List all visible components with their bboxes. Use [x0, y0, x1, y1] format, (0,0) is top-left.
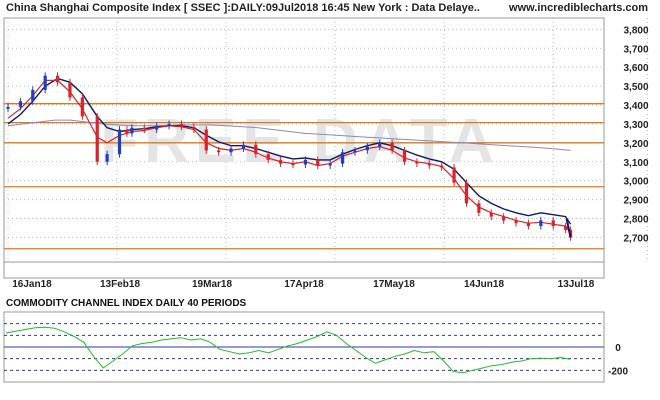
- y-tick-label: 3,400: [623, 101, 648, 112]
- candle-body: [117, 129, 122, 155]
- candle-body: [254, 144, 258, 155]
- candle-body: [539, 220, 543, 227]
- candle-body: [155, 125, 159, 130]
- y-tick-label: 2,800: [623, 214, 648, 225]
- candle-body: [353, 150, 357, 153]
- candle-body: [55, 75, 60, 83]
- candle-body: [402, 150, 407, 162]
- candle-body: [477, 203, 481, 213]
- candle-body: [452, 167, 456, 183]
- y-tick-label: 3,200: [623, 139, 648, 150]
- candle-body: [43, 75, 47, 90]
- y-tick-label: 2,900: [623, 196, 648, 207]
- candle-body: [303, 159, 307, 165]
- candle-body: [279, 159, 283, 164]
- last-bar-marker: [565, 218, 572, 238]
- candle-body: [266, 154, 270, 160]
- chart-title: China Shanghai Composite Index [ SSEC ]:…: [6, 2, 480, 14]
- y-tick-label: 3,500: [623, 82, 648, 93]
- candle-body: [378, 142, 382, 147]
- candle-body: [365, 146, 369, 151]
- candle-body: [80, 97, 84, 117]
- x-tick-label: 14Jun18: [464, 279, 504, 290]
- x-tick-label: 17May18: [373, 279, 415, 290]
- y-tick-label: 3,700: [623, 44, 648, 55]
- x-tick-label: 17Apr18: [284, 279, 324, 290]
- y-tick-label: 3,300: [623, 120, 648, 131]
- ma-short-line: [7, 79, 572, 234]
- site-label[interactable]: www.incrediblecharts.com: [509, 2, 648, 14]
- candle-body: [489, 212, 493, 217]
- candle-body: [130, 127, 134, 134]
- candle-body: [241, 144, 246, 149]
- candle-body: [95, 116, 99, 162]
- candle-body: [502, 216, 506, 221]
- y-tick-label: 3,600: [623, 63, 648, 74]
- candle-body: [514, 220, 518, 224]
- cci-tick-label: -200: [608, 366, 628, 377]
- y-tick-label: 3,100: [623, 158, 648, 169]
- candle-body: [125, 129, 129, 134]
- candle-body: [440, 165, 444, 168]
- candle-body: [464, 182, 469, 204]
- candle-body: [179, 123, 184, 127]
- candle-body: [551, 220, 555, 227]
- y-tick-label: 2,700: [623, 233, 648, 244]
- candle-body: [217, 150, 221, 153]
- y-tick-label: 3,000: [623, 177, 648, 188]
- candle-body: [204, 129, 208, 151]
- candle-body: [390, 142, 394, 151]
- candle-body: [192, 126, 196, 130]
- x-tick-label: 19Mar18: [192, 279, 232, 290]
- cci-tick-label: 0: [615, 343, 621, 354]
- x-tick-label: 13Jul18: [558, 279, 595, 290]
- price-panel-frame: [3, 17, 605, 279]
- cci-title: COMMODITY CHANNEL INDEX DAILY 40 PERIODS: [6, 298, 247, 309]
- ma-long-line: [7, 77, 572, 225]
- candle-body: [340, 152, 345, 164]
- ma-very-long-line: [7, 119, 571, 151]
- candle-body: [68, 82, 72, 98]
- candle-body: [105, 154, 109, 162]
- candle-body: [142, 127, 146, 130]
- candle-body: [415, 161, 419, 164]
- candle-body: [291, 163, 295, 166]
- candle-body: [31, 89, 35, 102]
- candle-body: [18, 101, 22, 107]
- candle-body: [167, 123, 171, 126]
- candle-body: [316, 159, 320, 166]
- x-tick-label: 13Feb18: [100, 279, 140, 290]
- x-tick-label: 16Jan18: [12, 279, 52, 290]
- candle-body: [564, 226, 568, 230]
- candle-body: [526, 223, 531, 227]
- candle-body: [229, 148, 233, 153]
- candle-body: [328, 163, 332, 166]
- candle-body: [6, 106, 10, 109]
- cci-line: [5, 326, 571, 374]
- y-tick-label: 3,800: [623, 25, 648, 36]
- candle-body: [427, 163, 431, 166]
